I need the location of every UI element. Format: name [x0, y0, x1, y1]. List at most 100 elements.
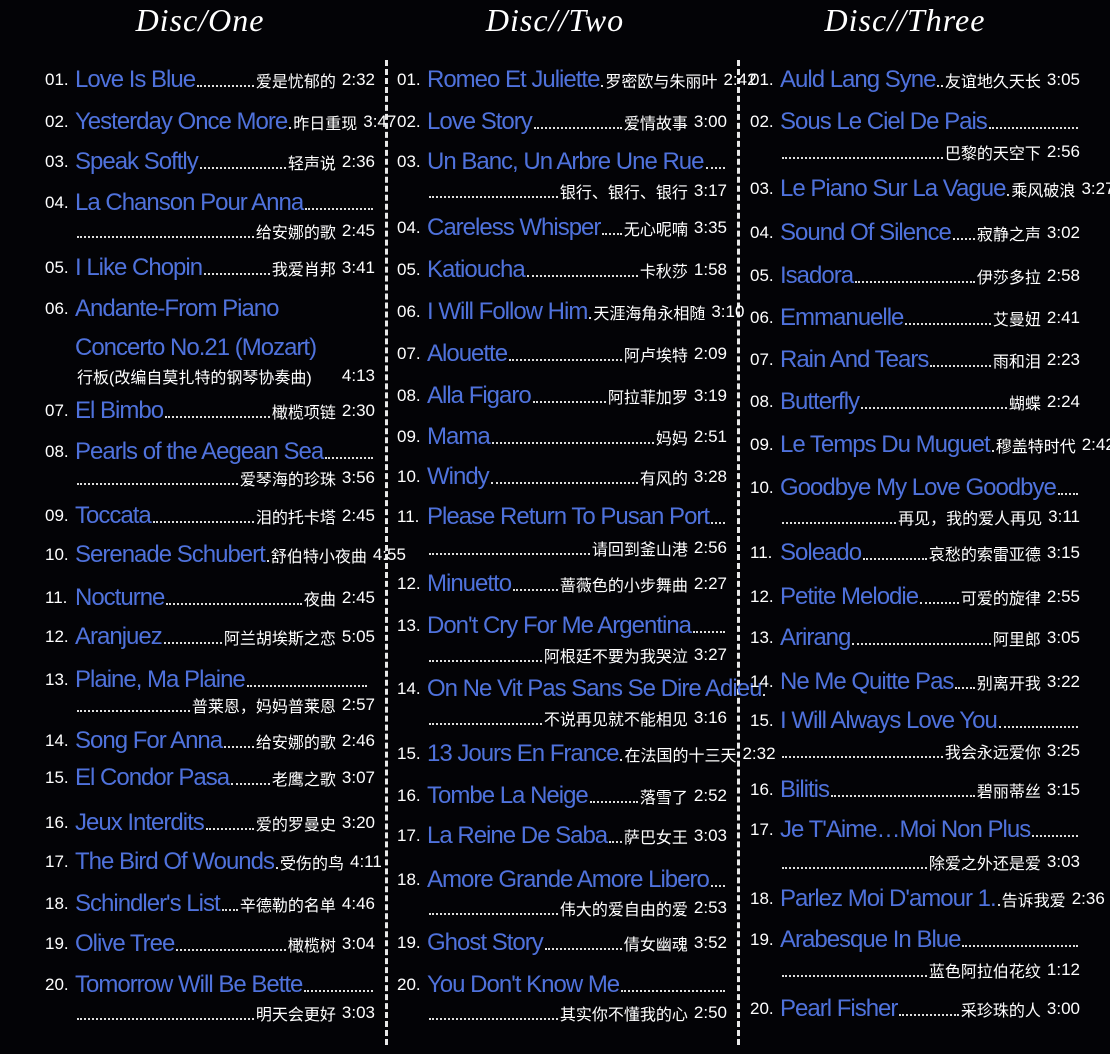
track-number: 01.: [45, 70, 69, 89]
track-time: 3:47: [363, 112, 397, 131]
track-number: 01.: [397, 70, 421, 89]
track-title: Butterfly: [780, 388, 860, 415]
chinese-title: 无心呢喃: [623, 222, 688, 239]
leader-dots: [325, 457, 373, 459]
leader-dots: [988, 127, 1078, 129]
track-row: 巴黎的天空下 2:56: [750, 137, 1080, 167]
track-title: 13 Jours En France: [427, 740, 619, 767]
leader-dots: [526, 275, 638, 277]
track-time: 2:09: [693, 344, 727, 363]
track-title: Love Story: [427, 108, 533, 135]
disc-title: Disc//Two: [485, 2, 625, 38]
chinese-title: 我会永远爱你: [944, 745, 1041, 762]
track-number: 09.: [45, 506, 69, 525]
track-row: 请回到釜山港 2:56: [397, 533, 727, 563]
track-number: 05.: [397, 260, 421, 279]
chinese-title: 寂静之声: [976, 227, 1041, 244]
track-title: Ghost Story: [427, 929, 544, 956]
track-row: 11. Nocturne 夜曲 2:45: [45, 583, 375, 613]
track-number: 18.: [397, 870, 421, 889]
track-title: Soleado: [780, 539, 862, 566]
leader-dots: [620, 759, 623, 761]
track-time: 3:03: [341, 1003, 375, 1022]
leader-dots: [304, 990, 373, 992]
track-title: Yesterday Once More: [75, 108, 288, 135]
chinese-title: 在法国的十三天: [624, 748, 737, 765]
track-title: I Like Chopin: [75, 254, 203, 281]
track-row: 06. Andante-From Piano Concerto No.21 (Mo…: [45, 293, 375, 362]
track-title: Goodbye My Love Goodbye: [780, 474, 1057, 501]
track-time: 2:45: [341, 221, 375, 240]
track-row: 02. Yesterday Once More 昨日重现 3:47: [45, 107, 396, 137]
track-row: 其实你不懂我的心 2:50: [397, 998, 727, 1028]
track-number: 11.: [397, 507, 420, 526]
leader-dots: [509, 359, 622, 361]
column-divider: [737, 60, 740, 1045]
leader-dots: [197, 85, 254, 87]
track-row: 阿根廷不要为我哭泣 3:27: [397, 640, 727, 670]
track-title: The Bird Of Wounds: [75, 848, 275, 875]
track-number: 01.: [750, 70, 774, 89]
track-row: 18. Parlez Moi D'amour 1. 告诉我爱 2:36: [750, 884, 1105, 914]
track-row: 除爱之外还是爱 3:03: [750, 847, 1080, 877]
track-time: 4:13: [341, 366, 375, 385]
track-number: 15.: [750, 711, 774, 730]
track-row: 给安娜的歌 2:45: [45, 216, 375, 246]
leader-dots: [231, 783, 270, 785]
track-time: 3:05: [1046, 628, 1080, 647]
track-row: 12. Minuetto 蔷薇色的小步舞曲 2:27: [397, 569, 727, 599]
track-number: 17.: [750, 820, 774, 839]
leader-dots: [77, 483, 238, 485]
track-number: 19.: [750, 930, 774, 949]
chinese-title: 昨日重现: [293, 116, 358, 133]
track-time: 2:56: [693, 538, 727, 557]
track-row: 09. Mama 妈妈 2:51: [397, 422, 727, 452]
track-title: Le Piano Sur La Vague: [780, 175, 1006, 202]
track-time: 3:04: [341, 934, 375, 953]
leader-dots: [532, 401, 606, 403]
track-row: 01. Love Is Blue 爱是忧郁的 2:32: [45, 65, 375, 95]
track-title: Jeux Interdits: [75, 809, 205, 836]
track-title: Don't Cry For Me Argentina: [427, 612, 692, 639]
track-time: 2:50: [693, 1003, 727, 1022]
track-row: 05. Katioucha 卡秋莎 1:58: [397, 255, 727, 285]
leader-dots: [429, 660, 542, 662]
track-row: 18. Schindler's List 辛德勒的名单 4:46: [45, 889, 375, 919]
chinese-title: 除爱之外还是爱: [928, 856, 1041, 873]
track-row: 16. Bilitis 碧丽蒂丝 3:15: [750, 775, 1080, 805]
track-row: 03. Le Piano Sur La Vague 乘风破浪 3:27: [750, 174, 1110, 204]
track-title: Andante-From Piano Concerto No.21 (Mozar…: [75, 295, 317, 361]
leader-dots: [831, 795, 975, 797]
chinese-title: 伟大的爱自由的爱: [559, 902, 688, 919]
chinese-title: 爱琴海的珍珠: [239, 472, 336, 489]
leader-dots: [602, 233, 622, 235]
chinese-title: 给安娜的歌: [255, 735, 336, 752]
chinese-title: 哀愁的索雷亚德: [928, 547, 1041, 564]
track-time: 3:16: [693, 708, 727, 727]
track-number: 10.: [397, 467, 421, 486]
chinese-title: 萨巴女王: [623, 830, 688, 847]
track-row: 04. Careless Whisper 无心呢喃 3:35: [397, 213, 727, 243]
leader-dots: [289, 127, 292, 129]
track-title: Petite Melodie: [780, 583, 919, 610]
chinese-title: 橄榄树: [287, 938, 336, 955]
track-time: 2:32: [742, 744, 776, 763]
track-number: 14.: [397, 679, 421, 698]
leader-dots: [952, 238, 975, 240]
track-number: 04.: [45, 193, 69, 212]
track-number: 09.: [750, 435, 774, 454]
track-row: 19. Arabesque In Blue: [750, 925, 1080, 955]
chinese-title: 友谊地久天长: [944, 74, 1041, 91]
leader-dots: [782, 975, 927, 977]
track-number: 05.: [750, 266, 774, 285]
chinese-title: 卡秋莎: [639, 264, 688, 281]
track-title: Sous Le Ciel De Pais: [780, 108, 988, 135]
track-number: 12.: [45, 627, 69, 646]
chinese-title: 橄榄项链: [271, 405, 336, 422]
track-number: 07.: [397, 344, 421, 363]
chinese-title: 艾曼妞: [992, 312, 1041, 329]
track-time: 2:32: [341, 70, 375, 89]
leader-dots: [782, 867, 927, 869]
